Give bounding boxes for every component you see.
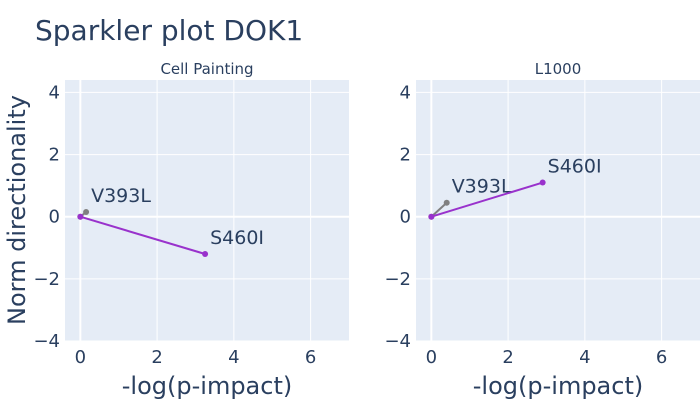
y-tick-label: 4 (49, 82, 60, 103)
y-tick-label: −4 (33, 331, 60, 352)
variant-line (430, 201, 448, 218)
subplot-1: 0 2 4 6 −4 −2 0 2 4 L1000 -log(p-impact) V393L S460I (384, 60, 700, 400)
plot-background (65, 80, 349, 341)
x-tick-label: 4 (579, 347, 590, 368)
x-tick-label: 0 (75, 347, 86, 368)
variant-point (539, 179, 546, 186)
y-tick-label: 0 (49, 207, 60, 228)
x-tick-label: 6 (656, 347, 667, 368)
point-label: V393L (91, 185, 151, 207)
point-label: V393L (452, 176, 512, 198)
point-label: S460I (548, 156, 602, 178)
plot-background (416, 80, 700, 341)
origin-point (77, 213, 84, 220)
y-tick-label: 0 (400, 207, 411, 228)
subplot-0: 0 2 4 6 −4 −2 0 2 4 Cell Painting -log(p-impact) V3… (33, 60, 349, 400)
chart-title: Sparkler plot DOK1 (35, 14, 303, 47)
origin-point (428, 213, 435, 220)
x-tick-label: 0 (426, 347, 437, 368)
variant-point (83, 209, 90, 216)
variant-point (443, 199, 450, 206)
x-tick-label: 6 (305, 347, 316, 368)
y-tick-label: −4 (384, 331, 411, 352)
subplot-title: Cell Painting (160, 60, 253, 78)
y-tick-label: −2 (33, 269, 60, 290)
x-axis-label: -log(p-impact) (473, 372, 643, 400)
x-axis-label: -log(p-impact) (122, 372, 292, 400)
x-tick-label: 2 (151, 347, 162, 368)
y-tick-label: 4 (400, 82, 411, 103)
subplot-title: L1000 (535, 60, 582, 78)
y-tick-label: −2 (384, 269, 411, 290)
x-tick-label: 4 (228, 347, 239, 368)
y-axis-label: Norm directionality (3, 95, 31, 325)
y-tick-label: 2 (400, 145, 411, 166)
variant-line (80, 215, 206, 255)
y-tick-label: 2 (49, 145, 60, 166)
variant-line (431, 181, 543, 218)
point-label: S460I (210, 227, 264, 249)
x-tick-label: 2 (502, 347, 513, 368)
variant-point (202, 251, 209, 257)
